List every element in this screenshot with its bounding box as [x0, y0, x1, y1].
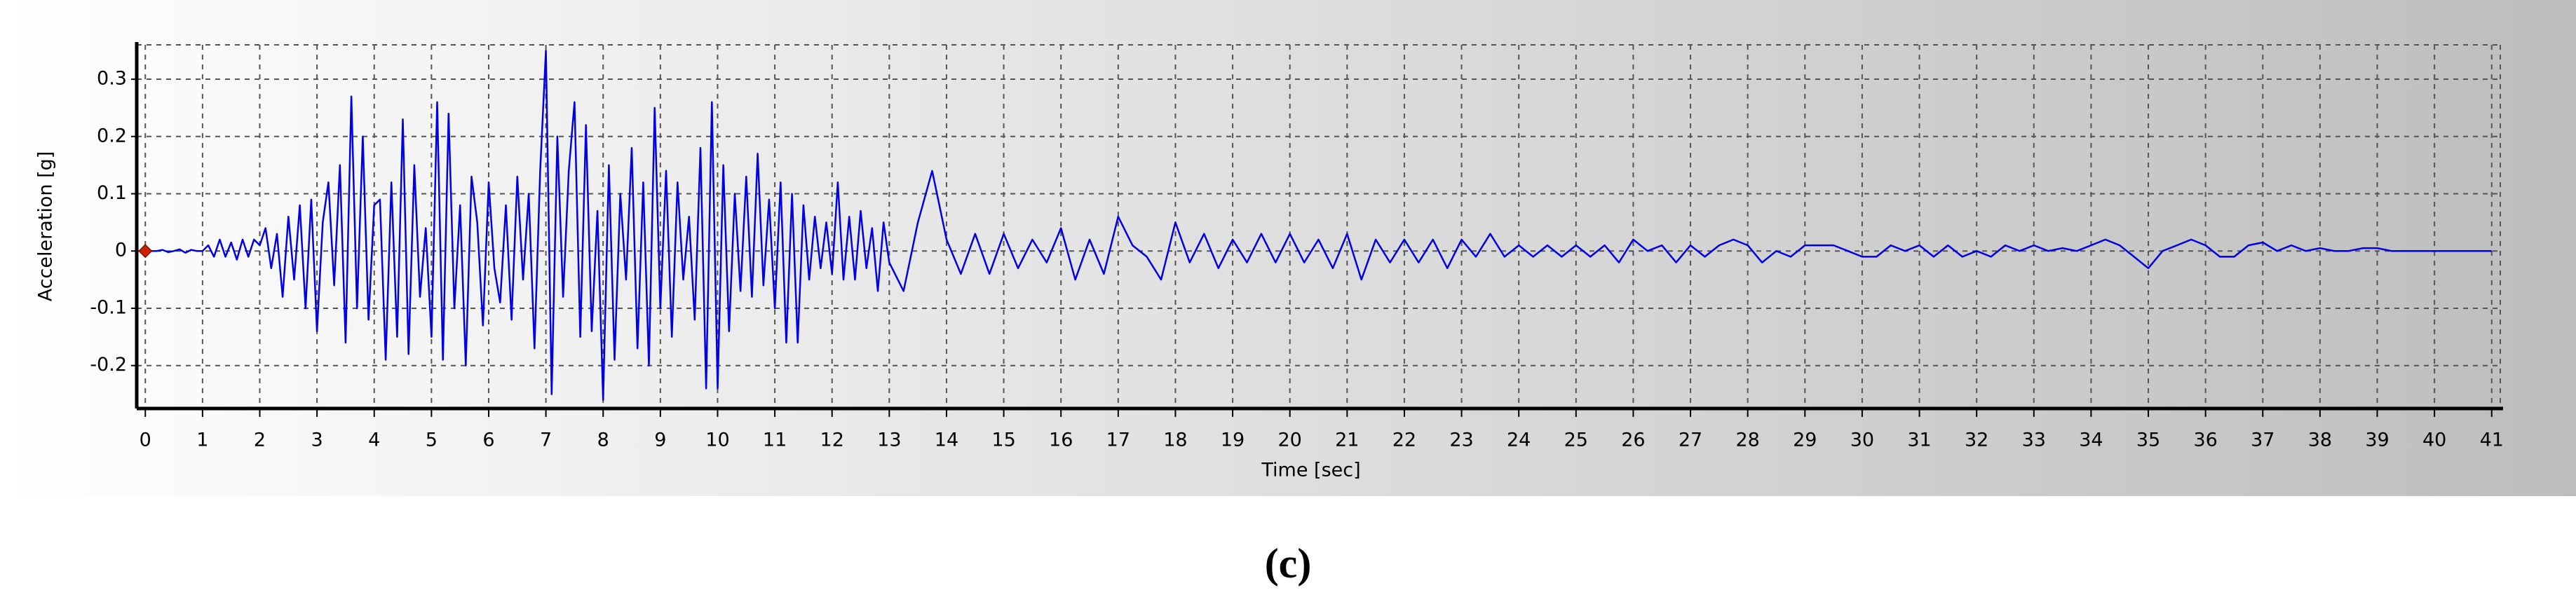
x-tick-label: 4 — [368, 430, 380, 451]
y-tick-label: 0 — [115, 240, 127, 261]
x-tick-label: 27 — [1679, 430, 1702, 451]
x-tick-label: 36 — [2193, 430, 2217, 451]
x-tick-label: 7 — [540, 430, 552, 451]
x-tick-label: 40 — [2422, 430, 2446, 451]
x-tick-label: 11 — [763, 430, 787, 451]
x-tick-label: 38 — [2308, 430, 2332, 451]
x-tick-label: 25 — [1564, 430, 1588, 451]
x-tick-label: 3 — [311, 430, 323, 451]
y-axis-label: Acceleration [g] — [35, 151, 57, 302]
x-tick-label: 23 — [1449, 430, 1473, 451]
x-tick-label: 17 — [1106, 430, 1130, 451]
x-tick-label: 20 — [1278, 430, 1302, 451]
x-tick-label: 14 — [935, 430, 958, 451]
x-tick-label: 28 — [1735, 430, 1759, 451]
x-tick-label: 41 — [2480, 430, 2504, 451]
x-tick-label: 2 — [254, 430, 266, 451]
x-tick-label: 9 — [654, 430, 666, 451]
x-tick-label: 10 — [705, 430, 729, 451]
x-tick-label: 31 — [1907, 430, 1931, 451]
y-tick-label: 0.3 — [97, 68, 127, 90]
y-tick-label: -0.1 — [90, 296, 127, 318]
y-tick-label: -0.2 — [90, 354, 127, 376]
x-tick-label: 18 — [1163, 430, 1187, 451]
x-tick-label: 0 — [140, 430, 151, 451]
y-tick-label: 0.1 — [97, 182, 127, 204]
x-tick-label: 6 — [482, 430, 494, 451]
x-tick-label: 13 — [877, 430, 901, 451]
x-tick-label: 39 — [2365, 430, 2389, 451]
caption: (c) — [1265, 540, 1312, 586]
x-tick-label: 26 — [1621, 430, 1645, 451]
x-tick-label: 1 — [196, 430, 208, 451]
x-tick-label: 37 — [2251, 430, 2275, 451]
x-tick-label: 29 — [1793, 430, 1817, 451]
x-tick-label: 21 — [1335, 430, 1359, 451]
x-tick-label: 22 — [1392, 430, 1416, 451]
x-tick-label: 24 — [1507, 430, 1531, 451]
x-tick-label: 5 — [426, 430, 438, 451]
x-tick-label: 35 — [2136, 430, 2160, 451]
y-tick-label: 0.2 — [97, 125, 127, 146]
x-tick-label: 12 — [820, 430, 844, 451]
x-tick-label: 19 — [1221, 430, 1245, 451]
background — [0, 0, 2576, 496]
x-tick-label: 16 — [1049, 430, 1073, 451]
x-axis-label: Time [sec] — [1261, 460, 1360, 481]
x-tick-label: 8 — [597, 430, 609, 451]
series-line — [145, 49, 2492, 401]
x-tick-label: 33 — [2022, 430, 2046, 451]
x-tick-label: 15 — [991, 430, 1015, 451]
x-tick-label: 34 — [2079, 430, 2103, 451]
start-marker — [138, 244, 153, 259]
x-tick-label: 32 — [1965, 430, 1988, 451]
x-tick-label: 30 — [1850, 430, 1874, 451]
